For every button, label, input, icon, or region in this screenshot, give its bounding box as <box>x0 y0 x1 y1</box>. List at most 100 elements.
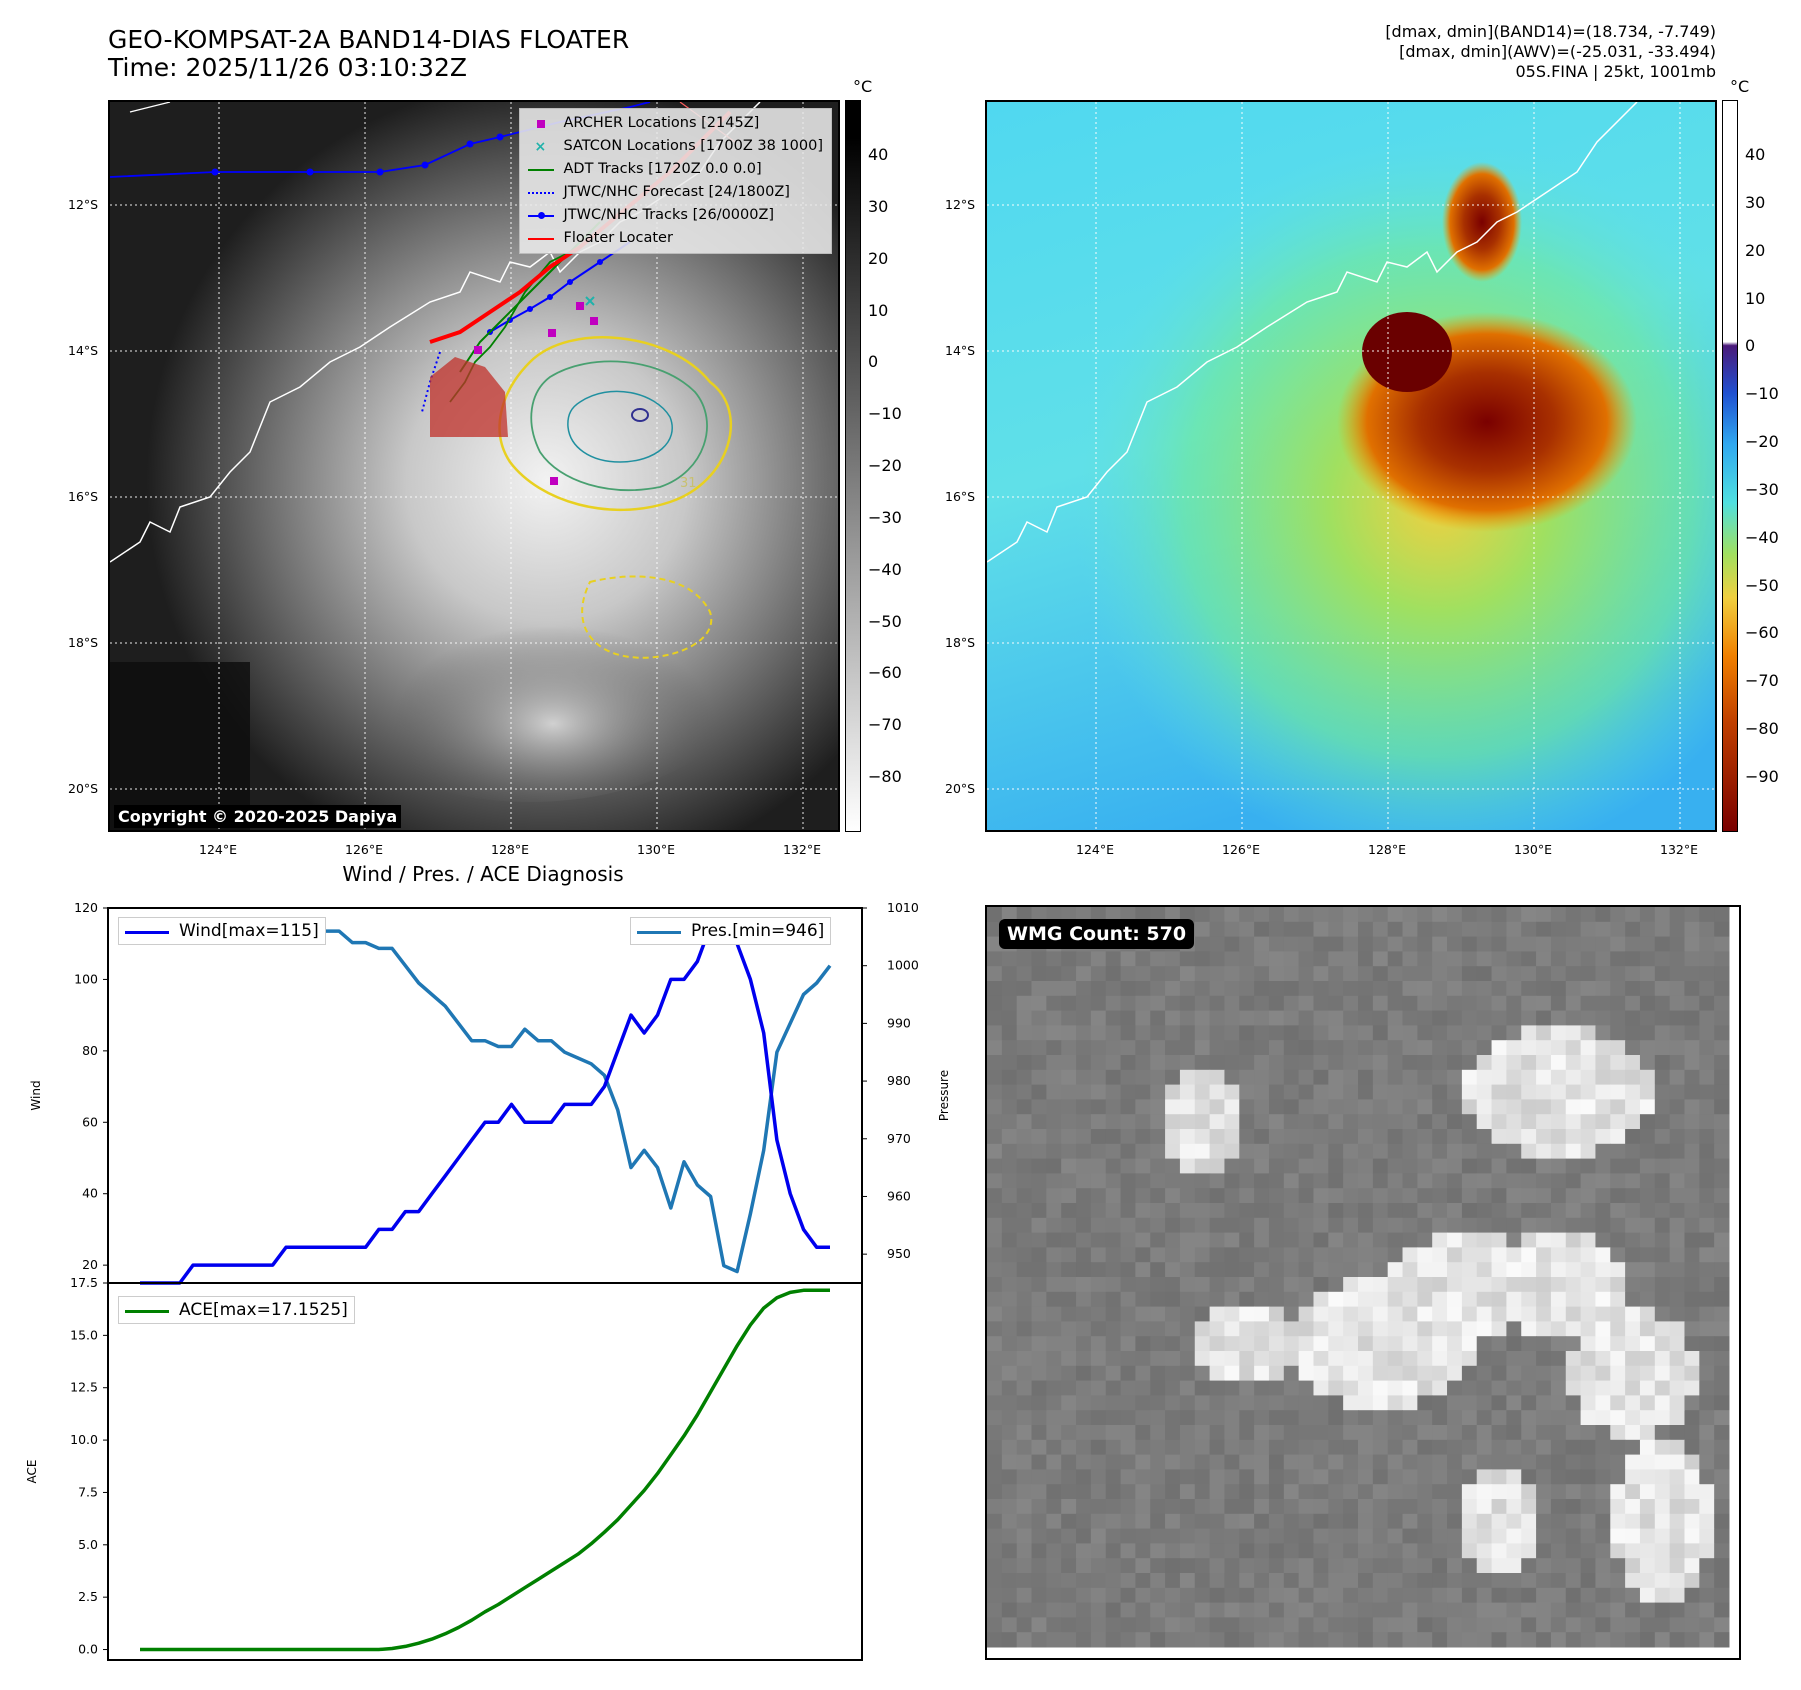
colorbar-tick-label: −30 <box>1745 479 1779 499</box>
wmg-cell <box>1165 1129 1181 1145</box>
wmg-cell <box>1387 1528 1404 1544</box>
wmg-cell <box>1120 1543 1136 1559</box>
wmg-cell <box>1372 1558 1389 1574</box>
wmg-cell <box>1016 1425 1033 1441</box>
diagnosis-chart[interactable]: 2040608010012095096097098099010001010Win… <box>0 890 960 1670</box>
wmg-cell <box>1699 1484 1715 1500</box>
wmg-cell <box>1061 1543 1077 1559</box>
wmg-cell <box>1343 1380 1359 1396</box>
wmg-cell <box>1684 1528 1700 1544</box>
wmg-cell <box>1461 1617 1478 1633</box>
wmg-cell <box>1447 907 1463 923</box>
awv-satellite-map[interactable] <box>985 100 1717 832</box>
wmg-cell <box>1031 1158 1047 1174</box>
wmg-cell <box>1120 1010 1136 1026</box>
wmg-cell <box>1061 1262 1077 1278</box>
wmg-cell <box>1402 1602 1418 1618</box>
wmg-cell <box>1669 1040 1685 1056</box>
wmg-cell <box>1536 1499 1552 1515</box>
ir-lat-label: 20°S <box>68 781 99 796</box>
wind-tick-label: 80 <box>82 1043 98 1058</box>
wmg-cell <box>1402 1321 1418 1337</box>
wmg-cell <box>1654 1336 1671 1352</box>
wmg-cell <box>1402 981 1418 997</box>
wmg-cell <box>1550 1099 1567 1115</box>
wmg-cell <box>1461 1173 1478 1189</box>
wmg-cell <box>1684 1469 1700 1485</box>
line-icon <box>527 164 554 175</box>
wmg-cell <box>1031 1336 1047 1352</box>
wmg-cell <box>1239 1602 1255 1618</box>
wmg-cell <box>1358 951 1374 967</box>
jtwc-track-points <box>211 133 504 176</box>
wmg-cell <box>1669 1291 1685 1308</box>
ace-tick-label: 7.5 <box>78 1484 98 1499</box>
wmg-panel[interactable]: WMG Count: 570 <box>985 905 1741 1660</box>
wmg-cell <box>1639 1232 1656 1248</box>
wmg-cell <box>1387 1306 1404 1322</box>
wmg-cell <box>1016 1143 1033 1160</box>
pressure-tick-label: 980 <box>887 1073 911 1088</box>
wmg-cell <box>1343 1499 1359 1515</box>
wmg-cell <box>1031 1395 1047 1411</box>
wmg-cell <box>1506 921 1522 938</box>
wmg-cell <box>1283 1203 1300 1219</box>
wmg-cell <box>1194 1040 1211 1056</box>
wmg-cell <box>1239 1232 1255 1248</box>
wmg-cell <box>1714 1188 1730 1204</box>
wmg-cell <box>1031 1232 1047 1248</box>
wmg-cell <box>1521 1351 1537 1367</box>
wmg-cell <box>1565 1203 1582 1219</box>
wmg-cell <box>1669 1114 1685 1130</box>
wmg-cell <box>1239 1084 1255 1100</box>
wmg-cell <box>1432 1573 1448 1589</box>
wmg-cell <box>1090 1469 1107 1485</box>
wmg-cell <box>1283 1499 1300 1515</box>
wmg-cell <box>1283 1543 1300 1559</box>
wmg-cell <box>1506 1203 1522 1219</box>
wmg-cell <box>1194 1558 1211 1574</box>
wmg-cell <box>1061 1573 1077 1589</box>
wmg-cell <box>1461 1025 1478 1041</box>
wmg-cell <box>1521 1380 1537 1396</box>
wmg-cell <box>1639 1336 1656 1352</box>
wmg-cell <box>1639 1114 1656 1130</box>
wmg-cell <box>1461 995 1478 1012</box>
wmg-cell <box>1150 951 1166 967</box>
wmg-cell <box>1076 1499 1092 1515</box>
wmg-cell <box>1506 1528 1522 1544</box>
wmg-cell <box>1343 1469 1359 1485</box>
wmg-cell <box>1031 907 1047 923</box>
ir-satellite-map[interactable]: 31 ARCHER <box>108 100 840 832</box>
wmg-cell <box>1387 1439 1404 1456</box>
ir-contour-colder <box>530 360 708 491</box>
wmg-cell <box>1254 1499 1270 1515</box>
wmg-cell <box>1165 1143 1181 1160</box>
wmg-cell <box>1001 1425 1018 1441</box>
wmg-cell <box>1061 981 1077 997</box>
wmg-cell <box>1120 966 1136 982</box>
wmg-cell <box>1343 1321 1359 1337</box>
wmg-cell <box>1268 1513 1285 1530</box>
wmg-cell <box>1595 1558 1611 1574</box>
wmg-cell <box>1061 1055 1077 1071</box>
wmg-cell <box>1224 1291 1240 1308</box>
wmg-cell <box>1387 1055 1404 1071</box>
ace-legend: ACE[max=17.1525] <box>118 1296 355 1324</box>
wmg-cell <box>1179 1499 1196 1515</box>
wmg-cell <box>1565 936 1582 952</box>
wmg-cell <box>1580 1173 1596 1189</box>
wmg-cell <box>1016 1262 1033 1278</box>
wmg-cell <box>1476 907 1493 923</box>
wmg-cell <box>1165 1513 1181 1530</box>
wmg-cell <box>1491 951 1507 967</box>
wmg-cell <box>1194 1099 1211 1115</box>
wmg-cell <box>1343 1158 1359 1174</box>
wmg-cell <box>1179 1380 1196 1396</box>
wmg-cell <box>1402 1336 1418 1352</box>
wmg-cell <box>1491 921 1507 938</box>
wmg-cell <box>1639 1395 1656 1411</box>
wmg-cell <box>1150 1143 1166 1160</box>
wmg-cell <box>1461 1351 1478 1367</box>
wmg-cell <box>1239 1247 1255 1263</box>
